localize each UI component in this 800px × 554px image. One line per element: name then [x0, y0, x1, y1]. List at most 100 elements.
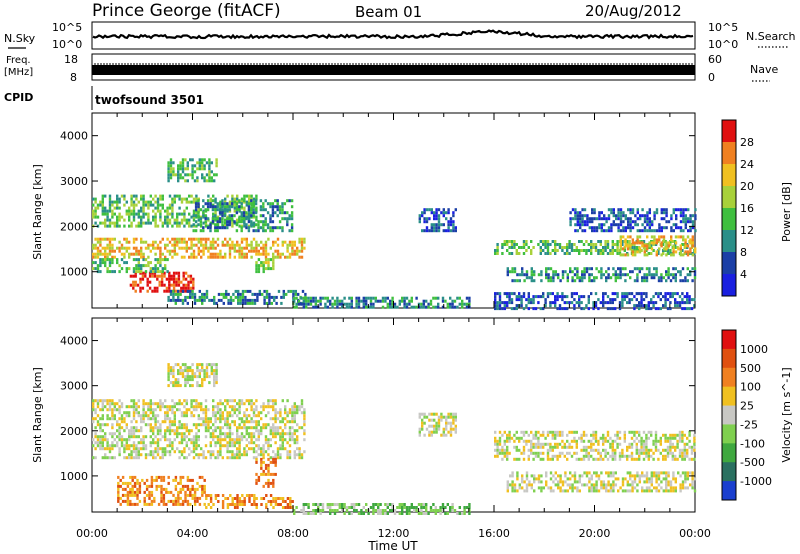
range-time-cell: [177, 280, 181, 284]
range-time-cell: [156, 203, 160, 207]
range-time-cell: [185, 402, 188, 406]
range-time-cell: [173, 246, 176, 250]
range-time-cell: [215, 158, 218, 162]
range-time-cell: [537, 454, 540, 458]
range-time-cell: [433, 223, 436, 227]
range-time-cell: [101, 429, 104, 433]
range-time-cell: [655, 273, 658, 277]
range-time-cell: [117, 493, 120, 497]
range-time-cell: [405, 506, 409, 509]
range-time-cell: [192, 237, 196, 241]
range-time-cell: [430, 208, 433, 212]
range-time-cell: [674, 292, 677, 296]
range-time-cell: [579, 214, 582, 218]
range-time-cell: [216, 237, 220, 241]
range-time-cell: [173, 429, 176, 433]
range-time-cell: [279, 420, 282, 424]
range-time-cell: [175, 289, 178, 293]
range-time-cell: [626, 247, 630, 251]
range-time-cell: [197, 402, 200, 406]
range-time-cell: [195, 200, 198, 204]
range-time-cell: [226, 208, 229, 212]
range-time-cell: [221, 414, 224, 418]
range-time-cell: [286, 414, 289, 418]
range-time-cell: [262, 226, 265, 230]
range-time-cell: [284, 255, 287, 259]
range-time-cell: [117, 499, 120, 503]
range-time-cell: [309, 296, 313, 300]
range-time-cell: [227, 298, 230, 302]
range-time-cell: [597, 448, 600, 452]
range-time-cell: [621, 295, 624, 299]
range-time-cell: [642, 298, 646, 302]
range-time-cell: [286, 456, 289, 460]
range-time-cell: [532, 457, 535, 461]
range-time-cell: [545, 267, 548, 271]
range-time-cell: [233, 399, 236, 403]
range-time-cell: [662, 238, 666, 242]
range-time-cell: [236, 243, 239, 247]
range-time-cell: [281, 429, 284, 433]
range-time-cell: [527, 448, 530, 452]
range-time-cell: [510, 292, 514, 296]
range-time-cell: [291, 249, 294, 253]
range-time-cell: [111, 203, 114, 207]
range-time-cell: [181, 176, 185, 180]
range-time-cell: [204, 414, 208, 418]
range-time-cell: [635, 448, 638, 452]
range-time-cell: [369, 296, 373, 300]
range-time-cell: [594, 457, 598, 461]
range-time-cell: [684, 214, 687, 218]
range-time-cell: [603, 214, 606, 218]
range-time-cell: [250, 220, 253, 224]
range-time-cell: [530, 276, 533, 280]
range-time-cell: [633, 246, 636, 249]
range-time-cell: [573, 243, 576, 246]
range-time-cell: [391, 506, 394, 509]
range-time-cell: [188, 237, 191, 241]
range-time-cell: [585, 240, 588, 243]
colorbar-tick-label: 4: [740, 268, 747, 281]
range-time-cell: [202, 209, 205, 213]
range-time-cell: [99, 203, 102, 207]
range-time-cell: [108, 399, 112, 403]
range-time-cell: [108, 456, 112, 460]
range-time-cell: [276, 243, 280, 247]
range-time-cell: [205, 173, 209, 177]
range-time-cell: [94, 237, 97, 241]
range-time-cell: [99, 408, 102, 412]
range-time-cell: [660, 235, 663, 239]
range-time-cell: [137, 414, 140, 418]
range-time-cell: [583, 220, 587, 224]
range-time-cell: [159, 240, 162, 244]
range-time-cell: [623, 436, 626, 440]
range-time-cell: [530, 270, 533, 274]
range-time-cell: [336, 509, 339, 512]
range-time-cell: [130, 200, 133, 204]
range-time-cell: [152, 438, 155, 442]
range-time-cell: [276, 199, 279, 203]
range-time-cell: [286, 411, 289, 415]
range-time-cell: [92, 399, 95, 403]
range-time-cell: [104, 206, 107, 210]
range-time-cell: [264, 243, 268, 247]
range-time-cell: [250, 255, 253, 259]
range-time-cell: [228, 405, 232, 409]
range-time-cell: [169, 161, 173, 165]
range-time-cell: [600, 229, 603, 233]
range-time-cell: [177, 481, 180, 485]
range-time-cell: [401, 506, 404, 509]
range-time-cell: [468, 299, 471, 303]
range-time-cell: [192, 214, 195, 218]
range-time-cell: [206, 199, 210, 203]
range-time-cell: [228, 432, 232, 436]
range-time-cell: [522, 430, 526, 434]
range-time-cell: [686, 279, 689, 283]
range-time-cell: [515, 307, 518, 311]
range-time-cell: [633, 430, 636, 434]
range-time-cell: [398, 299, 401, 303]
range-time-cell: [221, 503, 225, 506]
range-time-cell: [253, 500, 256, 503]
range-time-cell: [374, 299, 377, 303]
range-time-cell: [215, 366, 218, 370]
